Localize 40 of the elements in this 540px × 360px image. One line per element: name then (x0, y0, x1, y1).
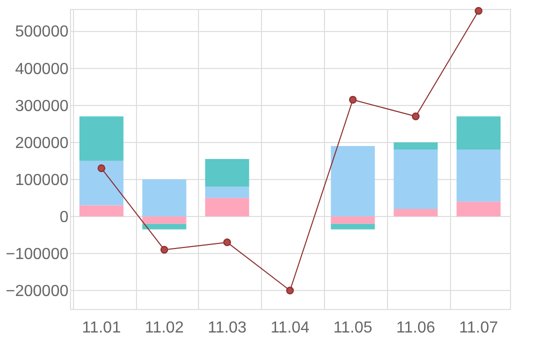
point (349, 96, 357, 104)
x-tick-label: 11.02 (144, 320, 184, 336)
bar (142, 224, 186, 230)
bar (205, 198, 250, 216)
point (160, 246, 168, 254)
bar (330, 146, 375, 216)
y-tick-label: 500000 (15, 24, 69, 41)
point (286, 286, 294, 294)
y-tick-label: −200000 (6, 282, 69, 300)
bar (456, 150, 501, 202)
x-tick-label: 11.06 (396, 320, 436, 336)
bar (394, 150, 438, 209)
y-tick-label: −100000 (6, 246, 69, 263)
y-tick-label: 400000 (15, 60, 69, 78)
y-tick-label: 0 (60, 208, 69, 226)
bar (205, 186, 250, 198)
bar (394, 209, 438, 216)
bar (456, 116, 501, 150)
x-tick-label: 11.03 (208, 320, 247, 336)
x-tick-label: 11.07 (459, 320, 498, 336)
bar (330, 224, 375, 230)
bar (456, 202, 501, 216)
bar (79, 205, 124, 216)
bar (79, 116, 124, 161)
point (223, 238, 231, 246)
x-tick-label: 11.05 (333, 320, 372, 336)
bar (142, 179, 186, 216)
point (98, 164, 106, 172)
x-tick-label: 11.04 (270, 320, 310, 336)
bar (394, 142, 438, 150)
bar (79, 160, 124, 206)
bar (205, 159, 250, 187)
point (474, 7, 482, 15)
bar (330, 216, 375, 224)
y-tick-label: 200000 (15, 134, 69, 152)
bar (142, 216, 186, 224)
point (412, 112, 420, 120)
y-tick-label: 100000 (15, 172, 69, 189)
x-tick-label: 11.01 (82, 320, 121, 336)
y-tick-label: 300000 (15, 98, 69, 115)
